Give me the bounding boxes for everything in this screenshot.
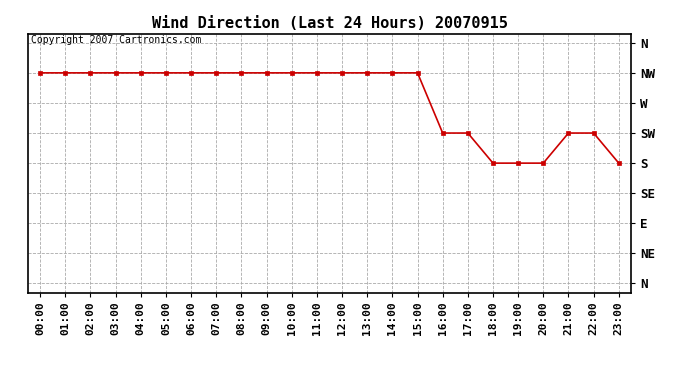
Title: Wind Direction (Last 24 Hours) 20070915: Wind Direction (Last 24 Hours) 20070915	[152, 16, 507, 31]
Text: Copyright 2007 Cartronics.com: Copyright 2007 Cartronics.com	[30, 35, 201, 45]
